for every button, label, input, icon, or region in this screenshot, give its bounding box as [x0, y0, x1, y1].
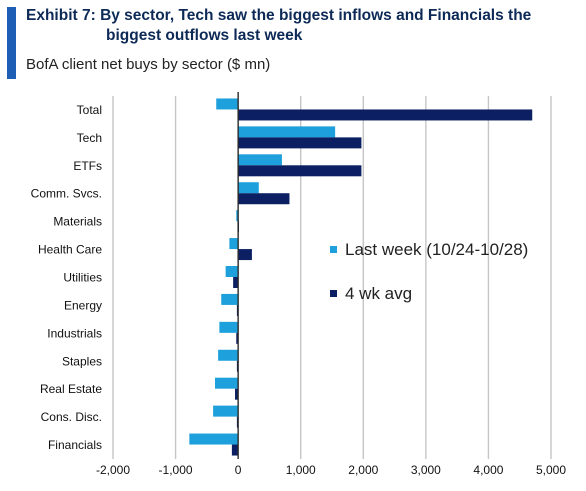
legend-label: Last week (10/24-10/28): [345, 240, 528, 259]
bar-4wk-avg: [238, 165, 362, 177]
bar-4wk-avg: [238, 137, 362, 149]
bar-last-week: [213, 405, 239, 417]
bar-last-week: [236, 210, 239, 222]
category-label: Real Estate: [40, 382, 102, 396]
category-label: Industrials: [47, 326, 102, 340]
category-label: Staples: [62, 354, 102, 368]
x-tick-label: 3,000: [411, 463, 441, 477]
bar-last-week: [225, 266, 239, 277]
bars: [189, 98, 533, 456]
grid-lines: [112, 96, 552, 459]
bar-last-week: [238, 154, 282, 166]
x-tick-label: 2,000: [348, 463, 378, 477]
category-label: Health Care: [38, 243, 102, 257]
bar-last-week: [229, 238, 239, 250]
category-label: ETFs: [73, 159, 102, 173]
bar-last-week: [218, 349, 239, 361]
legend-swatch: [330, 246, 337, 253]
bar-4wk-avg: [235, 388, 239, 400]
chart-title-line1: Exhibit 7: By sector, Tech saw the bigge…: [26, 7, 532, 24]
category-label: Utilities: [63, 271, 102, 285]
bar-4wk-avg: [231, 444, 239, 456]
chart-title-line2: biggest outflows last week: [106, 27, 303, 44]
chart-subtitle: BofA client net buys by sector ($ mn): [26, 56, 271, 73]
bar-last-week: [238, 182, 259, 194]
category-label: Financials: [48, 438, 102, 452]
x-tick-label: 4,000: [473, 463, 503, 477]
category-label: Total: [77, 103, 102, 117]
legend-swatch: [330, 290, 337, 297]
category-label: Comm. Svcs.: [31, 187, 102, 201]
category-label: Cons. Disc.: [41, 410, 102, 424]
bar-last-week: [214, 377, 239, 389]
x-tick-label: 1,000: [286, 463, 316, 477]
bar-4wk-avg: [233, 277, 239, 288]
title-accent-bar: [7, 7, 16, 79]
legend-label: 4 wk avg: [345, 284, 412, 303]
x-tick-label: -1,000: [159, 463, 193, 477]
bar-last-week: [216, 98, 239, 110]
legend: Last week (10/24-10/28) 4 wk avg: [330, 240, 528, 303]
chart-title: Exhibit 7: By sector, Tech saw the bigge…: [26, 6, 582, 46]
bar-4wk-avg: [236, 332, 239, 344]
bar-last-week: [221, 293, 239, 305]
bar-4wk-avg: [238, 193, 290, 205]
x-tick-label: -2,000: [96, 463, 130, 477]
bar-last-week: [219, 321, 239, 333]
category-label: Tech: [77, 131, 102, 145]
x-tick-label: 0: [235, 463, 242, 477]
bar-4wk-avg: [238, 109, 533, 121]
x-axis-tick-labels: -2,000 -1,000 0 1,000 2,000 3,000 4,000 5,000: [96, 463, 566, 477]
category-label: Energy: [64, 298, 102, 312]
category-labels: Total Tech ETFs Comm. Svcs. Materials Health …: [31, 103, 103, 452]
bar-last-week: [238, 126, 336, 138]
x-tick-label: 5,000: [536, 463, 566, 477]
bar-last-week: [189, 433, 239, 445]
category-label: Materials: [53, 215, 102, 229]
bar-4wk-avg: [238, 249, 252, 261]
